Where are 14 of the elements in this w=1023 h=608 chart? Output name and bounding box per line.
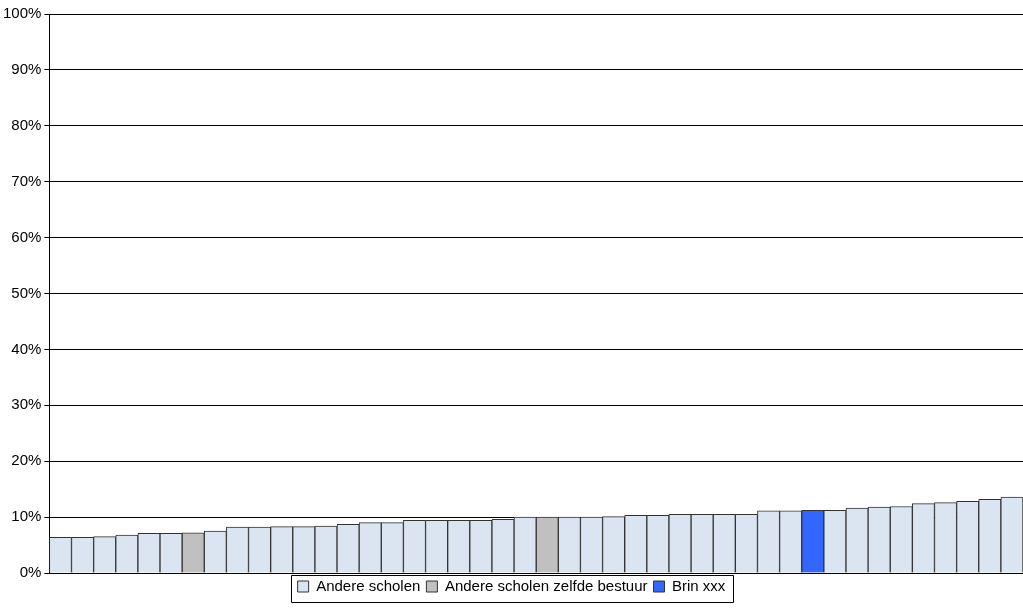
- y-tick-label: 0%: [19, 563, 42, 581]
- y-tick-label: 30%: [11, 395, 42, 413]
- y-tick-label: 50%: [11, 283, 42, 301]
- legend-label: Andere scholen: [316, 576, 421, 594]
- legend-label: Brin xxx: [672, 576, 726, 594]
- y-tick-label: 80%: [11, 115, 42, 133]
- y-tick-label: 40%: [11, 339, 42, 357]
- y-tick-label: 90%: [11, 60, 42, 78]
- y-tick-label: 100%: [2, 4, 42, 22]
- y-tick-label: 60%: [11, 227, 42, 245]
- legend-label: Andere scholen zelfde bestuur: [444, 576, 648, 594]
- y-tick-label: 10%: [11, 507, 42, 525]
- y-tick-label: 70%: [11, 171, 42, 189]
- y-tick-label: 20%: [11, 451, 42, 469]
